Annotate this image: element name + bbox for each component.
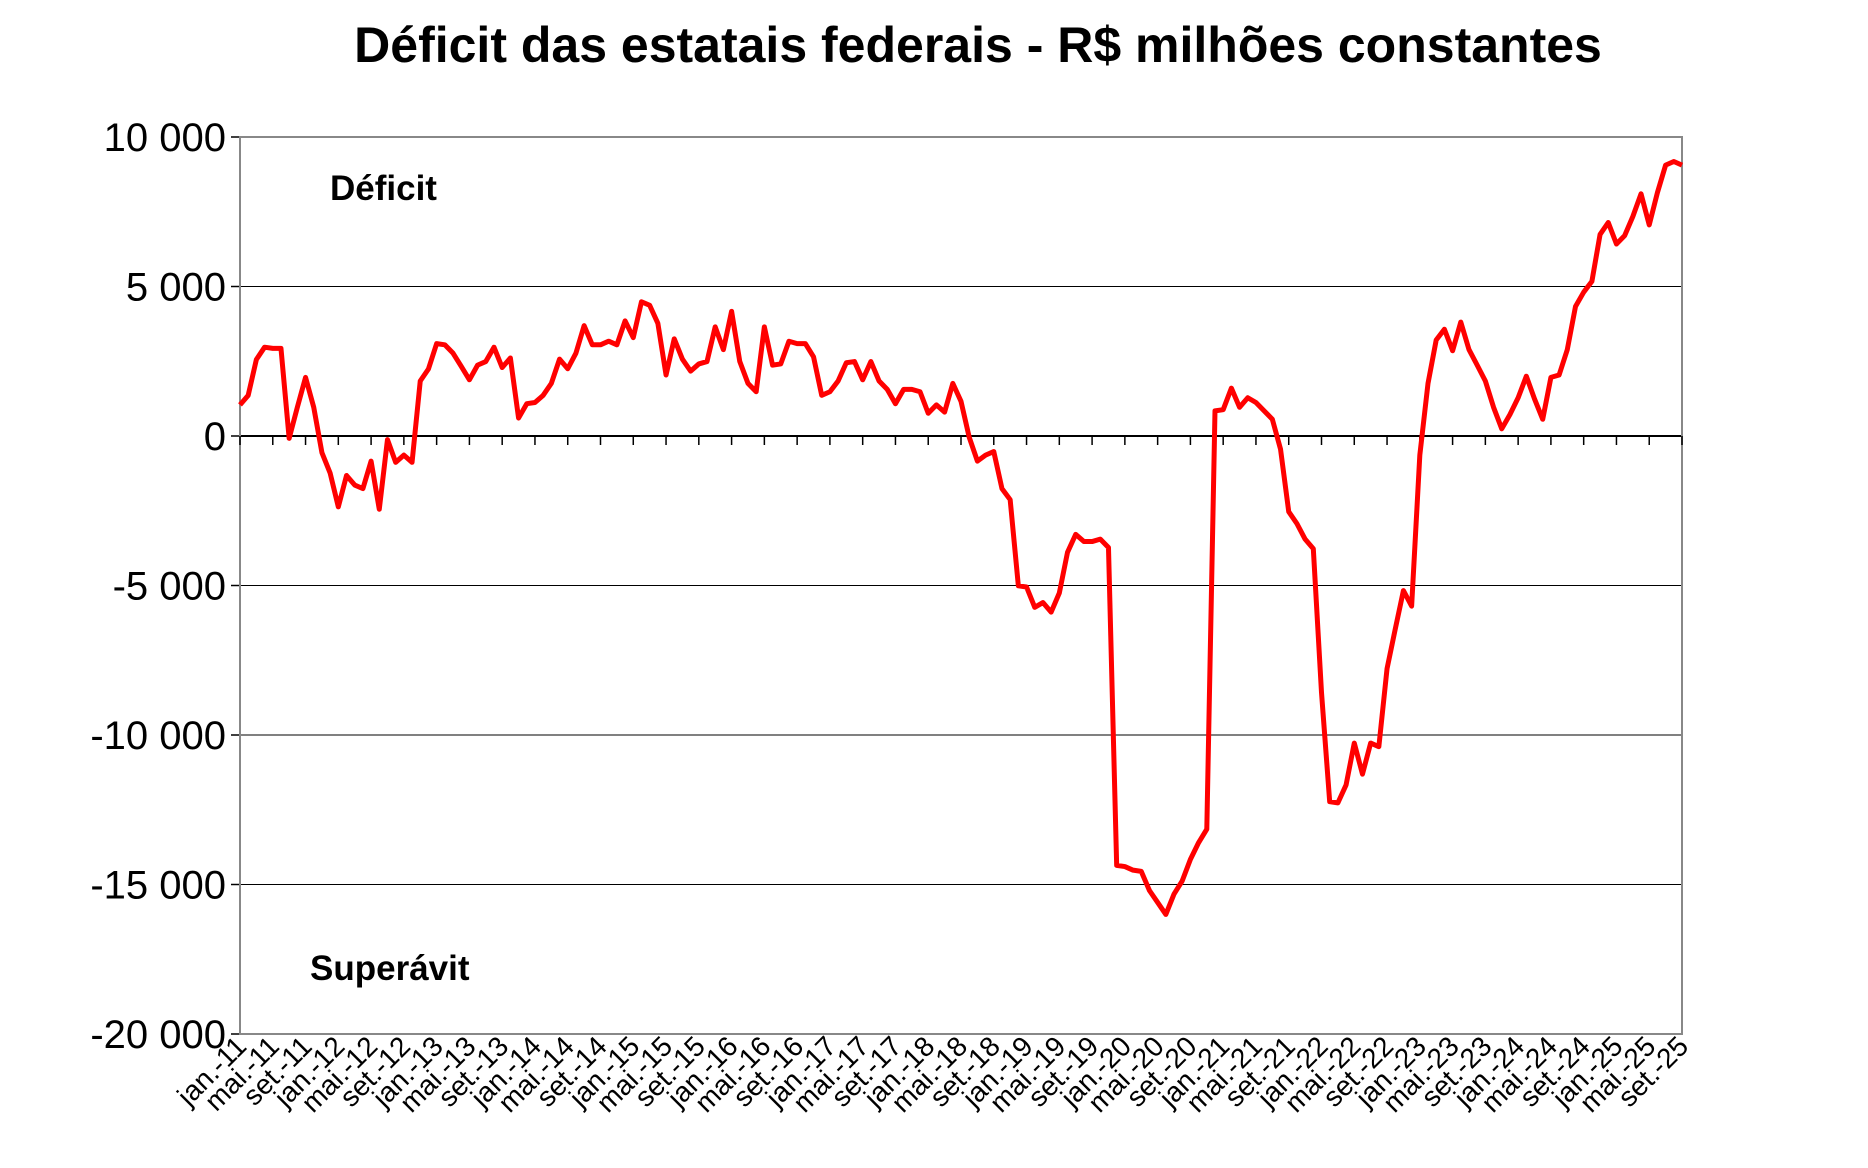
- plot-border: [239, 136, 1683, 1035]
- chart-title: Déficit das estatais federais - R$ milhõ…: [354, 17, 1602, 73]
- annotation: Déficit: [330, 169, 437, 208]
- y-tick-label: -15 000: [90, 864, 226, 908]
- annotation: Superávit: [310, 949, 470, 988]
- y-tick-label: -20 000: [90, 1013, 226, 1057]
- y-tick-label: 10 000: [104, 116, 226, 160]
- y-tick-label: -10 000: [90, 714, 226, 758]
- y-tick-label: 0: [204, 415, 226, 459]
- y-tick-label: -5 000: [113, 565, 226, 609]
- y-tick-label: 5 000: [126, 266, 226, 310]
- data-line: [238, 159, 1684, 917]
